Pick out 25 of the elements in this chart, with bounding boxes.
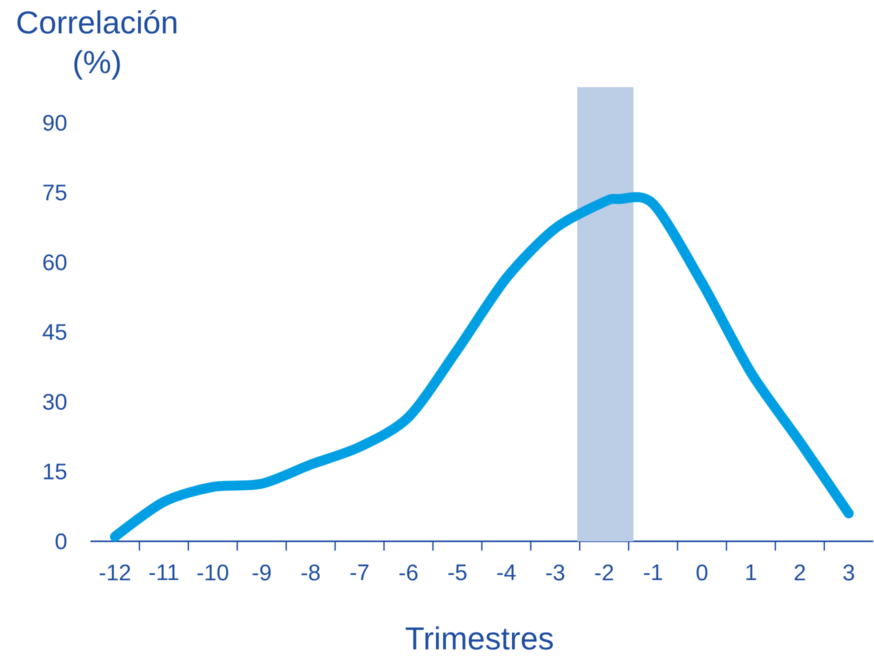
x-tick-label: -8 [302, 564, 320, 581]
x-tick-label: 1 [746, 564, 756, 580]
x-tick-label: -7 [350, 564, 368, 580]
x-tick-label: -6 [399, 564, 418, 581]
y-tick-label: 60 [43, 254, 66, 271]
y-tick-label: 75 [43, 184, 66, 201]
x-tick-label: -11 [149, 564, 178, 580]
y-axis-title: Correlación (%) [17, 10, 176, 80]
y-tick-label: 15 [44, 464, 66, 480]
x-tick-label: -10 [198, 564, 228, 581]
x-tick-label: -12 [100, 564, 130, 580]
x-axis-title: Trimestres [406, 626, 553, 650]
x-tick-label: -4 [497, 564, 516, 580]
x-tick-label: 3 [843, 564, 854, 581]
x-tick-label: -1 [644, 564, 662, 580]
y-tick-label: 90 [43, 115, 66, 132]
x-tick-label: -2 [595, 564, 614, 580]
y-tick-label: 30 [43, 394, 66, 410]
x-tick-label: 0 [696, 564, 708, 581]
y-tick-label: 0 [56, 534, 66, 550]
y-tick-label: 45 [42, 324, 66, 340]
x-tick-label: -5 [448, 564, 466, 580]
x-tick-label: -3 [546, 564, 564, 581]
x-tick-label: -9 [252, 564, 271, 581]
x-tick-label: 2 [794, 564, 805, 580]
